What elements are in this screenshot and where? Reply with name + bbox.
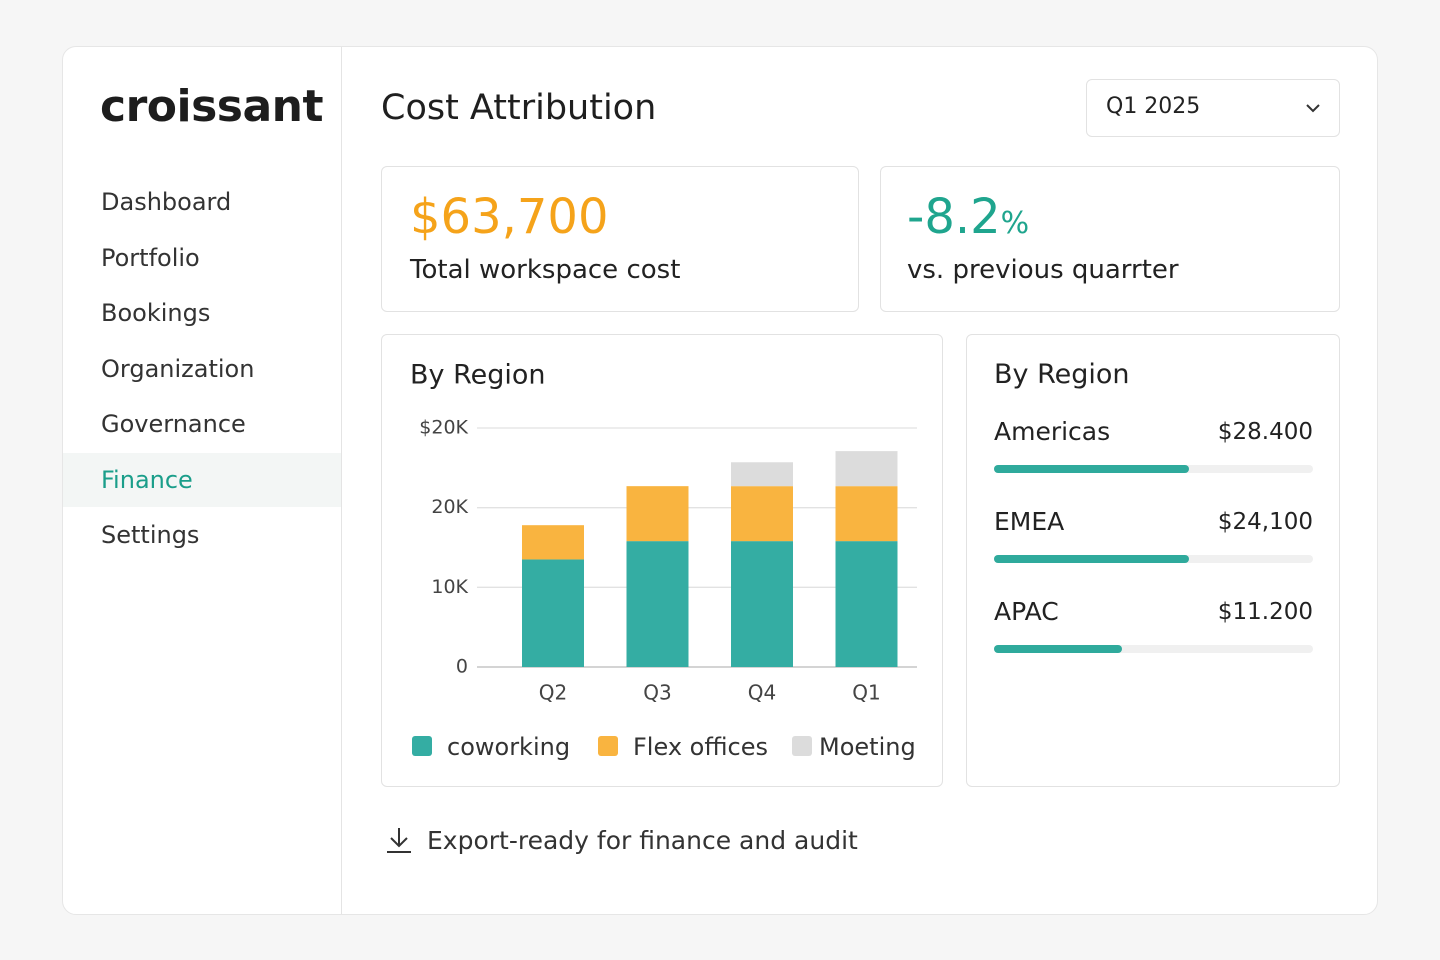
nav-item[interactable]: Bookings	[101, 299, 211, 327]
legend-swatch	[412, 736, 432, 756]
nav-item[interactable]: Governance	[101, 410, 246, 438]
chart: By Region 0 10K 20K $20K Q2 Q3 Q4 Q1 coworking Fl…	[410, 360, 917, 761]
bar-segment	[731, 462, 793, 487]
y-tick-label: 0	[456, 656, 468, 678]
kpi-label: vs. previous quarrter	[907, 255, 1179, 285]
region-amount: $11.200	[1217, 599, 1313, 625]
legend-swatch	[792, 736, 812, 756]
nav-item[interactable]: Portfolio	[101, 243, 200, 272]
region-name: EMEA	[994, 507, 1065, 536]
legend-label: Moeting	[819, 733, 916, 761]
region-name: Americas	[994, 417, 1111, 446]
x-tick-label: Q1	[852, 681, 880, 705]
region-bar	[994, 645, 1122, 653]
region-track	[994, 465, 1313, 473]
kpi-label: Total workspace cost	[410, 255, 681, 285]
nav-item[interactable]: Settings	[101, 521, 200, 549]
bar-segment	[731, 486, 793, 542]
y-tick-label: 20K	[431, 496, 468, 518]
bar-segment	[522, 525, 584, 560]
logo: croissant	[100, 81, 324, 132]
region-title: By Region	[994, 359, 1130, 390]
download-icon	[387, 828, 411, 853]
kpi-value: $63,700	[410, 189, 609, 245]
nav-item[interactable]: Organization	[101, 354, 255, 383]
export-link[interactable]: Export-ready for finance and audit	[385, 822, 858, 858]
page-title: Cost Attribution	[381, 88, 657, 128]
nav-item[interactable]: Dashboard	[101, 188, 232, 216]
y-tick-label: 10K	[431, 576, 468, 598]
region-name: APAC	[994, 597, 1059, 626]
kpi-unit: %	[1000, 206, 1030, 241]
period-dropdown[interactable]: Q1 2025	[1086, 79, 1340, 137]
period-value: Q1 2025	[1106, 94, 1201, 119]
kpi-card: $63,700 Total workspace cost	[381, 166, 859, 312]
sidebar-divider	[341, 47, 342, 914]
legend-label: coworking	[447, 733, 570, 761]
region-amount: $24,100	[1217, 509, 1313, 535]
region-amount: $28.400	[1217, 419, 1313, 445]
kpi-number: -8.2	[907, 189, 1001, 245]
region-card: By Region Americas $28.400 EMEA $24,100 APAC…	[966, 334, 1340, 787]
nav-item[interactable]: Finance	[63, 452, 341, 507]
export-text: Export-ready for finance and audit	[427, 825, 858, 855]
bar-segment	[835, 451, 898, 487]
x-tick-label: Q2	[539, 681, 567, 705]
y-tick-label: $20K	[419, 417, 468, 439]
legend-swatch	[598, 736, 618, 756]
kpi-value: -8.2%	[907, 189, 1029, 245]
chart-title: By Region	[410, 360, 546, 391]
x-tick-label: Q4	[748, 681, 776, 705]
bar-segment	[626, 486, 689, 542]
bar-segment	[835, 486, 898, 542]
kpi-card: -8.2% vs. previous quarrter	[880, 166, 1340, 312]
bar-segment	[626, 541, 689, 667]
bar-segment	[731, 541, 793, 667]
region-bar	[994, 555, 1189, 563]
bar-segment	[522, 559, 584, 667]
legend-label: Flex offices	[633, 733, 768, 761]
region-track	[994, 555, 1313, 563]
region-track	[994, 645, 1313, 653]
chevron	[1306, 104, 1320, 113]
chart-card: By Region 0 10K 20K $20K Q2 Q3 Q4 Q1 coworking Fl…	[381, 334, 943, 787]
bar-segment	[835, 541, 898, 667]
x-tick-label: Q3	[643, 681, 671, 705]
region-bar	[994, 465, 1189, 473]
